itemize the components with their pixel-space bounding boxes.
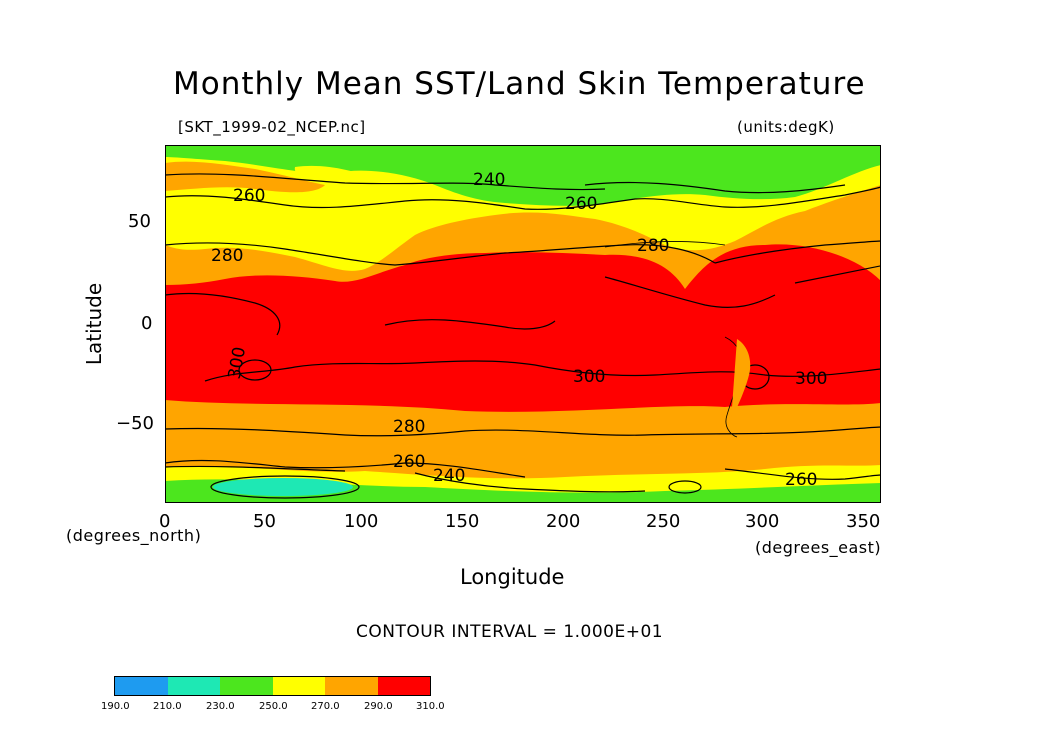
colorbar-swatch <box>167 677 220 695</box>
contour-label: 280 <box>637 236 669 256</box>
colorbar-swatch <box>272 677 325 695</box>
contour-line <box>165 242 716 266</box>
contour-line <box>204 360 881 382</box>
units-label: (units:degK) <box>737 118 835 136</box>
arctic-cool-zone <box>165 145 881 206</box>
colorbar-label: 230.0 <box>206 701 235 712</box>
colorbar-swatch <box>115 677 168 695</box>
y-tick-label: −50 <box>116 413 154 434</box>
contour-label: 280 <box>211 246 243 266</box>
colorbar-label: 290.0 <box>364 701 393 712</box>
contour-line <box>165 465 346 472</box>
y-tick-label: 50 <box>128 211 151 232</box>
colorbar-swatch <box>377 677 430 695</box>
contour-line <box>414 472 646 493</box>
contour-line <box>668 480 702 494</box>
contour-line <box>165 186 881 210</box>
colorbar-swatch <box>220 677 273 695</box>
antarctic-cold-patch <box>213 478 353 496</box>
x-tick-label: 50 <box>253 511 276 532</box>
colorbar-swatch <box>325 677 378 695</box>
x-axis-title: Longitude <box>460 565 565 589</box>
contour-label: 240 <box>433 466 465 486</box>
contour-line <box>210 475 360 499</box>
contour-interval-label: CONTOUR INTERVAL = 1.000E+01 <box>356 622 664 642</box>
contour-line <box>724 468 881 480</box>
map-frame <box>165 145 881 503</box>
colorbar-label: 250.0 <box>259 701 288 712</box>
contour-line <box>238 359 272 381</box>
contour-label: 260 <box>565 194 597 214</box>
arctic-mild-patch <box>294 165 375 187</box>
x-tick-label: 300 <box>745 511 780 532</box>
map-title: Monthly Mean SST/Land Skin Temperature <box>173 66 866 102</box>
contour-label: 280 <box>393 417 425 437</box>
x-tick-label: 150 <box>445 511 480 532</box>
x-tick-label: 250 <box>646 511 681 532</box>
contour-label: 260 <box>393 452 425 472</box>
y-axis-title: Latitude <box>82 282 106 366</box>
colorbar-label: 210.0 <box>153 701 182 712</box>
x-tick-label: 350 <box>846 511 881 532</box>
colorbar <box>114 676 431 696</box>
colorbar-label: 190.0 <box>101 701 130 712</box>
contour-line <box>165 173 606 191</box>
contour-line <box>604 276 776 308</box>
source-label: [SKT_1999-02_NCEP.nc] <box>178 118 366 136</box>
contour-line <box>384 319 556 330</box>
x-tick-label: 200 <box>546 511 581 532</box>
contour-label: 260 <box>233 186 265 206</box>
andes-warm-strip <box>731 339 751 421</box>
x-tick-label: 100 <box>344 511 379 532</box>
contour-line <box>794 265 881 284</box>
x-tick-label: 0 <box>159 511 171 532</box>
contour-line <box>165 292 281 336</box>
x-unit-label: (degrees_east) <box>755 538 882 557</box>
northern-warm-strip <box>165 161 325 193</box>
contour-line <box>714 240 881 264</box>
colorbar-label: 270.0 <box>311 701 340 712</box>
y-tick-label: 0 <box>141 313 153 334</box>
temperature-map: 240 260 260 280 280 300 300 300 280 260 … <box>165 145 881 503</box>
contour-line <box>165 426 881 437</box>
contour-label: 260 <box>785 470 817 490</box>
coastline <box>604 241 726 248</box>
contour-label: 300 <box>573 367 605 387</box>
y-unit-label: (degrees_north) <box>66 526 202 545</box>
contour-label: 240 <box>473 170 505 190</box>
contour-label: 300 <box>795 369 827 389</box>
contour-line <box>165 459 526 478</box>
colorbar-label: 310.0 <box>416 701 445 712</box>
contour-line <box>584 181 846 194</box>
